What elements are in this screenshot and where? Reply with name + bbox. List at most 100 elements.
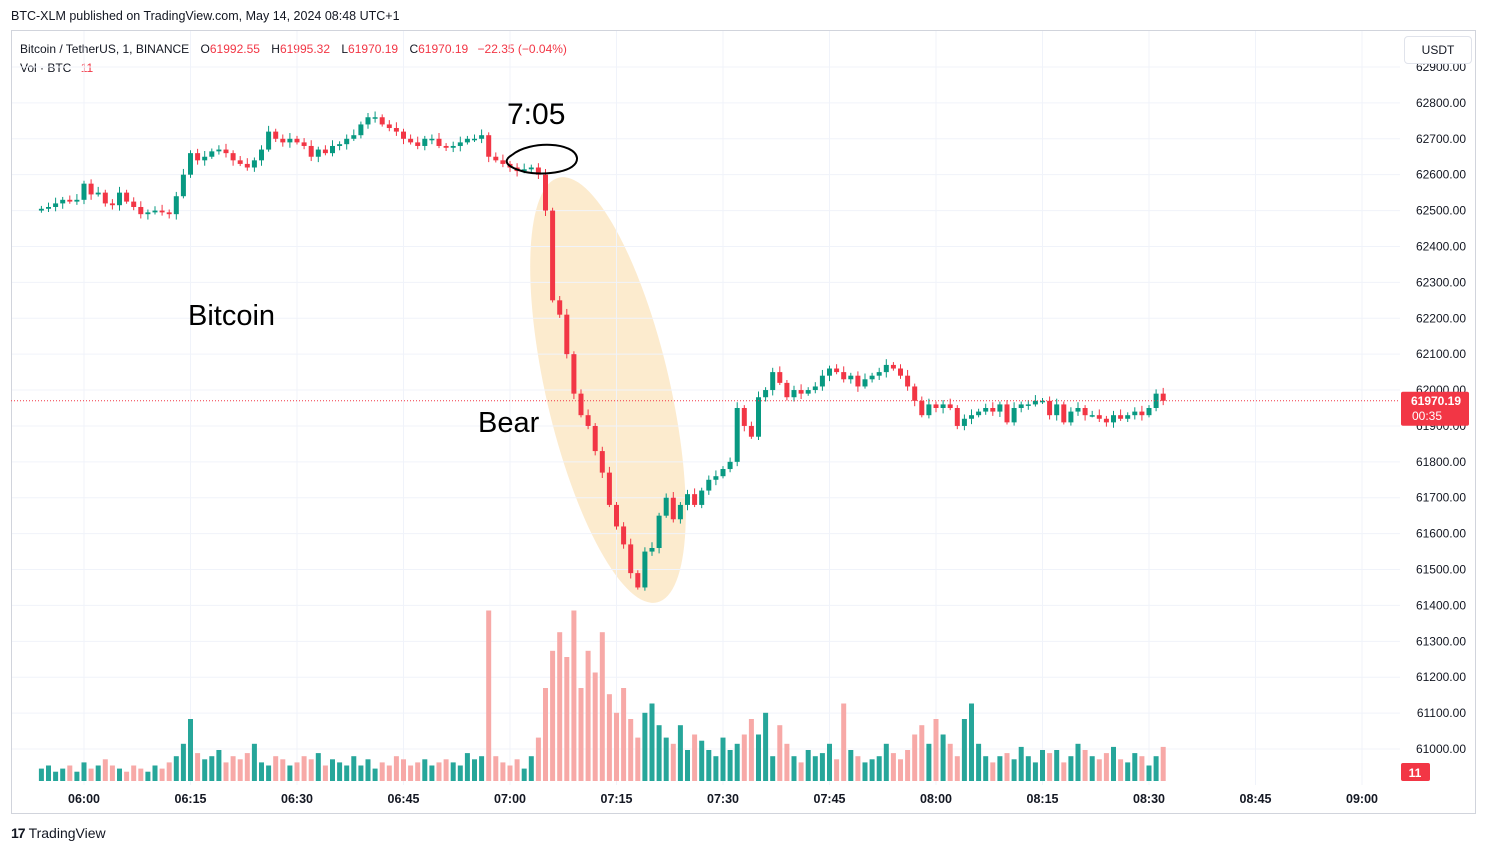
volume-bar <box>706 750 712 781</box>
volume-bar <box>251 743 257 781</box>
candle-body <box>564 314 570 355</box>
candle-body <box>720 469 726 477</box>
currency-button[interactable]: USDT <box>1404 36 1472 64</box>
volume-bar <box>202 759 208 781</box>
volume-bar <box>642 712 648 781</box>
candle-body <box>180 174 186 197</box>
candle-body <box>834 368 840 373</box>
volume-bar <box>188 719 193 781</box>
volume-bar <box>1011 759 1017 781</box>
candle-body <box>869 375 875 380</box>
candle-body <box>301 142 307 146</box>
candle-body <box>940 404 946 408</box>
candle-body <box>905 375 911 387</box>
candle-body <box>294 138 300 143</box>
candle-body <box>770 372 776 391</box>
volume-bar <box>259 762 264 781</box>
volume-bar <box>827 743 832 781</box>
candle-body <box>1011 408 1017 423</box>
last-volume-label: 11 <box>1401 763 1430 781</box>
candle-body <box>209 151 215 157</box>
candle-body <box>88 183 94 195</box>
candle-body <box>812 386 818 391</box>
close-label: C <box>409 42 419 56</box>
price-tick-label: 61600.00 <box>1416 527 1466 541</box>
volume-bar <box>954 756 960 781</box>
price-tick-label: 61300.00 <box>1416 634 1466 648</box>
volume-label[interactable]: Vol · BTC <box>20 61 72 75</box>
candle-body <box>322 149 328 154</box>
time-axis[interactable]: 06:00 06:15 06:30 06:45 07:00 07:15 07:30 07:45… <box>68 792 1378 806</box>
candle-body <box>152 210 158 213</box>
volume-bar <box>812 756 818 781</box>
candle-body <box>947 404 953 408</box>
volume-bar <box>493 756 499 781</box>
volume-bar <box>415 762 421 781</box>
volume-bar <box>472 759 477 781</box>
candle-body <box>713 476 719 480</box>
chart-legend: Bitcoin / TetherUS, 1, BINANCE O61992.55… <box>20 40 567 78</box>
time-tick-label: 06:15 <box>175 792 207 806</box>
volume-bar <box>1047 753 1053 781</box>
volume-bar <box>763 712 769 781</box>
candle-body <box>386 124 392 129</box>
volume-bar <box>422 759 428 781</box>
candle-body <box>1089 415 1095 417</box>
volume-bar <box>514 759 520 781</box>
volume-bar <box>358 765 364 781</box>
volume-bar <box>95 765 101 781</box>
candle-body <box>1040 400 1045 403</box>
candle-body <box>237 160 243 164</box>
candle-body <box>1160 393 1166 401</box>
candle-body <box>606 472 612 505</box>
volume-bar <box>266 765 272 781</box>
candle-body <box>117 192 122 206</box>
candle-body <box>848 375 854 380</box>
volume-bar <box>983 756 989 781</box>
symbol-title[interactable]: Bitcoin / TetherUS, 1, BINANCE <box>20 42 190 56</box>
low-label: L <box>341 42 349 56</box>
volume-bar <box>713 756 719 781</box>
price-tick-label: 62700.00 <box>1416 132 1466 146</box>
volume-bar <box>905 750 911 781</box>
volume-bar <box>337 762 343 781</box>
candle-body <box>486 135 492 157</box>
candle-body <box>649 547 655 552</box>
bear-annotation: Bear <box>478 407 540 439</box>
volume-bar <box>1025 756 1031 781</box>
last-price-text: 61970.19 <box>1411 394 1461 408</box>
candle-body <box>663 497 669 516</box>
volume-bar <box>294 762 300 781</box>
candle-body <box>422 138 428 146</box>
volume-bar <box>131 765 137 781</box>
candle-body <box>734 408 740 462</box>
candle-body <box>585 415 591 426</box>
price-axis[interactable]: 62900.0062800.0062700.0062600.0062500.00… <box>1416 60 1466 756</box>
candle-body <box>244 163 250 168</box>
volume-bar <box>372 768 378 781</box>
candle-body <box>60 199 66 204</box>
candle-body <box>969 415 974 419</box>
volume-bar <box>621 688 627 781</box>
volume-bar <box>649 703 655 781</box>
volume-bar <box>940 734 946 781</box>
candle-body <box>351 135 357 139</box>
volume-bar <box>926 743 932 781</box>
volume-bar <box>507 765 513 781</box>
price-tick-label: 61200.00 <box>1416 670 1466 684</box>
candle-body <box>983 408 989 412</box>
candle-body <box>443 145 449 148</box>
candle-body <box>109 203 115 206</box>
candle-body <box>188 153 193 175</box>
brand-text: TradingView <box>28 825 106 841</box>
candle-body <box>756 397 761 437</box>
candle-body <box>997 404 1003 412</box>
candle-body <box>692 494 698 505</box>
candle-body <box>337 144 343 146</box>
volume-bar <box>301 756 307 781</box>
volume-bar <box>848 750 854 781</box>
volume-bar <box>38 768 44 781</box>
candle-body <box>990 408 996 412</box>
volume-bar <box>53 771 59 781</box>
